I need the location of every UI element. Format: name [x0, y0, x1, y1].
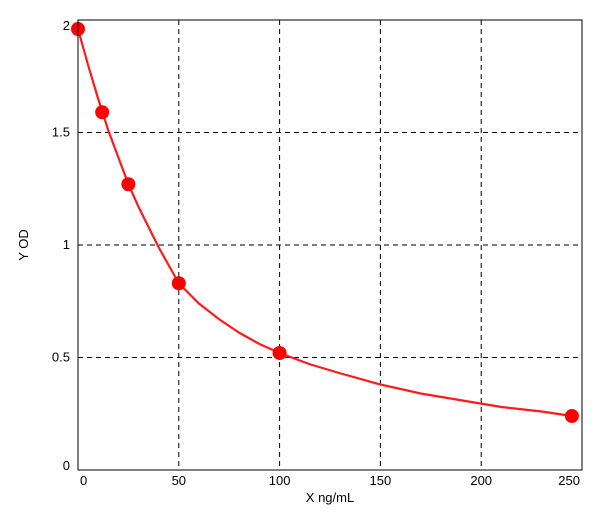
x-tick-label: 50 [172, 473, 186, 488]
y-tick-label: 0.5 [52, 350, 70, 365]
y-axis-label: Y OD [16, 229, 31, 261]
chart-container: 0 50 100 150 200 250 0 0.5 1 1.5 2 X ng/mL Y OD [0, 0, 600, 516]
y-tick-label: 1 [63, 237, 70, 252]
x-tick-label: 100 [269, 473, 291, 488]
data-point [121, 177, 135, 191]
y-tick-label: 2 [63, 18, 70, 33]
data-point [172, 276, 186, 290]
x-tick-label: 250 [558, 473, 580, 488]
chart-svg: 0 50 100 150 200 250 0 0.5 1 1.5 2 X ng/mL Y OD [0, 0, 600, 516]
data-point [565, 409, 579, 423]
data-point [95, 105, 109, 119]
x-tick-label: 150 [370, 473, 392, 488]
y-tick-label: 0 [63, 458, 70, 473]
data-point [273, 346, 287, 360]
y-tick-label: 1.5 [52, 125, 70, 140]
x-axis-label: X ng/mL [306, 490, 354, 505]
x-tick-label: 0 [80, 473, 87, 488]
x-tick-label: 200 [470, 473, 492, 488]
